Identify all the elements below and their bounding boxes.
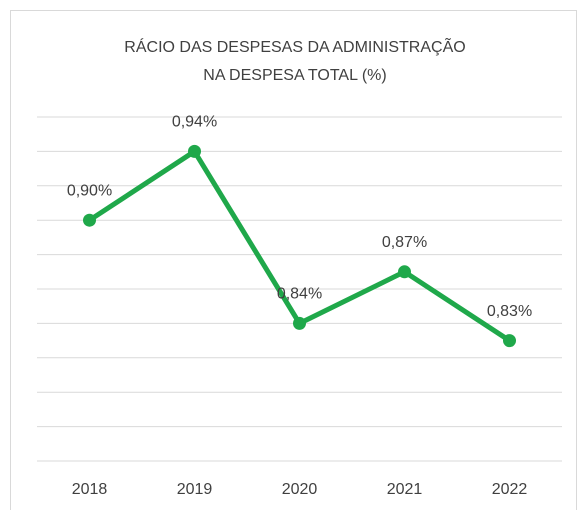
chart-title: NA DESPESA TOTAL (%) [203, 67, 386, 84]
data-label: 0,90% [67, 182, 112, 199]
data-label: 0,87% [382, 234, 427, 251]
x-tick-label: 2019 [177, 481, 213, 498]
data-label: 0,83% [487, 303, 532, 320]
data-label: 0,94% [172, 114, 217, 131]
x-tick-label: 2022 [492, 481, 528, 498]
x-tick-label: 2018 [72, 481, 108, 498]
marker [503, 334, 516, 348]
marker [398, 265, 411, 279]
x-tick-label: 2020 [282, 481, 318, 498]
marker [293, 316, 306, 330]
chart-title: RÁCIO DAS DESPESAS DA ADMINISTRAÇÃO [124, 36, 465, 56]
chart-frame [10, 10, 577, 510]
data-label: 0,84% [277, 286, 322, 303]
marker [188, 144, 201, 158]
marker [83, 213, 96, 227]
x-tick-label: 2021 [387, 481, 423, 498]
